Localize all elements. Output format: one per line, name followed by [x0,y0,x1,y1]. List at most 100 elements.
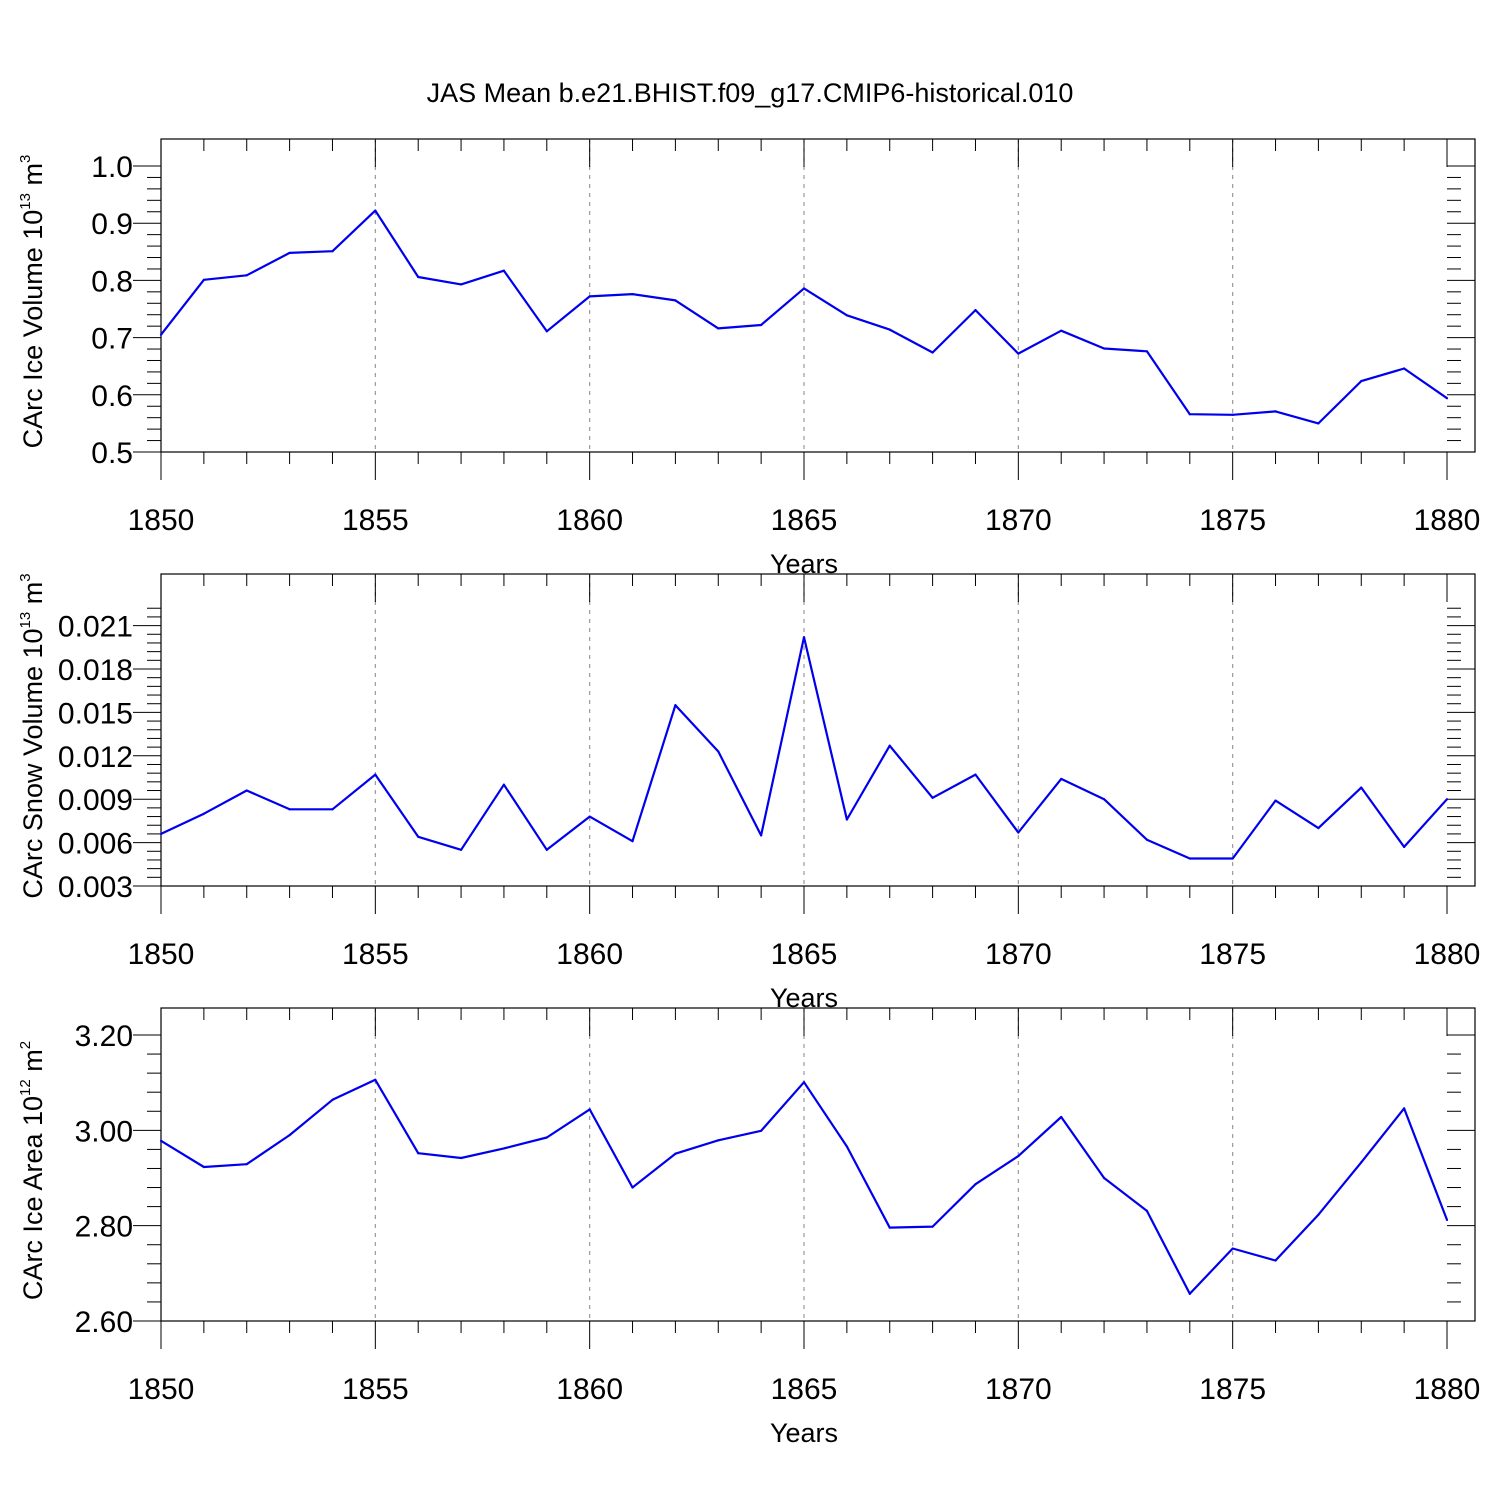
data-point [1231,1247,1234,1250]
x-tick-label: 1850 [128,938,195,971]
data-point [202,1165,205,1169]
y-tick-label: 0.012 [58,741,133,774]
data-point [288,1134,291,1137]
y-tick-label: 1.0 [91,151,133,184]
data-point [288,251,291,255]
data-point [245,1163,248,1166]
data-point [331,250,334,253]
x-tick-label: 1875 [1199,938,1266,971]
data-point [1188,413,1191,416]
data-point [974,1183,977,1186]
x-tick-label: 1870 [985,938,1052,971]
x-tick-label: 1875 [1199,1373,1266,1406]
data-point [1060,1115,1063,1119]
data-point [245,789,248,792]
y-tick-label: 0.009 [58,784,133,817]
data-point [802,287,806,290]
x-tick-label: 1880 [1414,938,1481,971]
y-axis-title: CArc Ice Area 1012 m2 [17,1041,48,1300]
figure-title: JAS Mean b.e21.BHIST.f09_g17.CMIP6-histo… [427,78,1074,108]
y-tick-label: 3.00 [75,1115,133,1148]
data-point [717,1139,720,1142]
y-tick-label: 0.015 [58,697,133,730]
data-point [502,1147,506,1150]
data-point [374,209,377,212]
data-point [717,327,720,330]
panel-1: 0.5 0.6 0.7 0.8 0.9 1.0 1850 1855 1860 1865 1870 18… [17,138,1481,579]
data-point [1445,1218,1449,1222]
data-point [1445,798,1449,801]
data-point [1188,857,1191,860]
data-point [1360,379,1363,383]
data-point [760,834,763,837]
data-point [974,773,977,776]
data-point [502,783,506,786]
data-point [1231,413,1234,416]
data-point [1102,798,1106,801]
data-point [674,299,677,302]
y-axis-title-unit-sup: 2 [17,1041,34,1049]
data-point [331,1098,334,1101]
data-point [1403,1107,1406,1110]
y-tick-label: 0.6 [91,380,133,413]
data-point [417,275,420,279]
data-point [1145,1209,1149,1212]
y-tick-label: 0.006 [58,828,133,861]
data-point [588,1108,591,1111]
data-point [1188,1292,1191,1295]
data-point [888,744,891,747]
y-tick-label: 0.021 [58,611,133,644]
data-point [845,314,848,317]
y-tick-label: 2.60 [75,1306,133,1339]
data-point [1317,422,1320,425]
x-tick-label: 1865 [771,504,838,537]
data-point [1317,1213,1320,1216]
data-point [845,818,848,821]
plot-frame [160,138,1476,453]
data-point [459,848,463,851]
data-point [888,1226,891,1229]
data-point [331,808,334,811]
data-point [631,1186,634,1189]
x-tick-label: 1850 [128,504,195,537]
data-point [545,1136,548,1139]
data-point [245,274,248,277]
y-tick-label: 0.7 [91,323,133,356]
data-point [888,328,891,331]
data-point [202,812,205,815]
y-axis-title-unit-sup: 3 [17,155,34,163]
data-point [802,1081,806,1084]
data-point [631,293,634,296]
data-point [1274,799,1277,802]
data-point [588,815,591,818]
data-point [159,832,163,836]
y-axis-title: CArc Ice Volume 1013 m3 [17,155,48,449]
data-point [631,840,634,843]
y-axis-title: CArc Snow Volume 1013 m3 [17,573,48,898]
data-point [545,848,548,851]
x-tick-label: 1880 [1414,504,1481,537]
data-point [674,1152,677,1155]
data-point [459,1156,463,1160]
data-point [417,835,420,838]
x-tick-label: 1860 [556,504,623,537]
x-tick-label: 1880 [1414,1373,1481,1406]
data-point [545,330,548,333]
y-axis-title-unit: m [18,163,48,193]
x-tick-label: 1865 [771,1373,838,1406]
data-point [1317,827,1320,830]
data-point [1102,1176,1106,1180]
data-point [1145,350,1149,353]
data-point [1360,786,1363,789]
y-tick-label: 0.018 [58,654,133,687]
panels: 0.5 0.6 0.7 0.8 0.9 1.0 1850 1855 1860 1865 1870 18… [17,138,1481,1448]
y-axis-title-main: CArc Snow Volume 10 [18,628,48,898]
data-point [674,704,677,707]
y-axis-title-unit: m [18,1049,48,1079]
data-point [1403,367,1406,370]
data-point [417,1152,420,1155]
y-axis-title-sup: 13 [17,612,34,629]
data-point [1231,857,1234,860]
